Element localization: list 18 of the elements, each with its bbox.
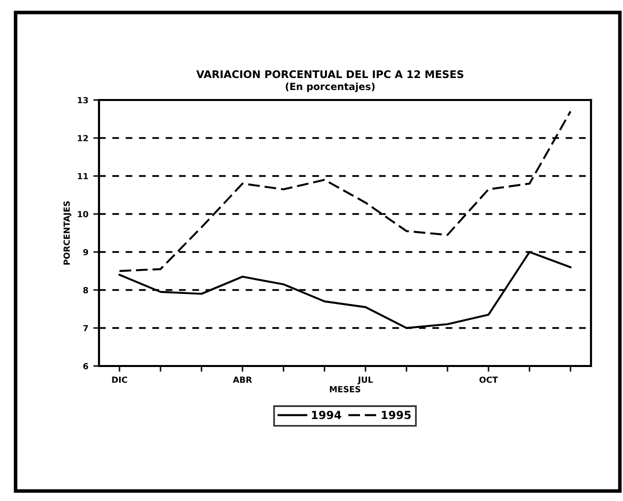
y-tick-label: 11 [78,173,88,180]
y-tick-label: 8 [83,286,88,294]
y-tick-label: 7 [83,325,88,332]
y-tick-label: 12 [78,134,88,142]
x-tick-label: JUL [357,376,373,384]
y-axis-title: PORCENTAJES [64,201,72,265]
x-axis-title: MESES [330,386,360,392]
chart-subtitle: (En porcentajes) [286,82,375,92]
chart-title: VARIACION PORCENTUAL DEL IPC A 12 MESES [196,70,464,78]
x-tick-label: OCT [479,376,498,383]
x-tick-label: ABR [232,376,252,383]
legend-label: 1994 [312,410,342,420]
y-tick-label: 13 [78,96,88,104]
y-tick-label: 9 [83,248,88,256]
y-tick-label: 6 [83,362,88,370]
legend-label: 1995 [382,410,411,420]
y-tick-label: 10 [78,210,88,218]
x-tick-label: DIC [112,376,128,383]
